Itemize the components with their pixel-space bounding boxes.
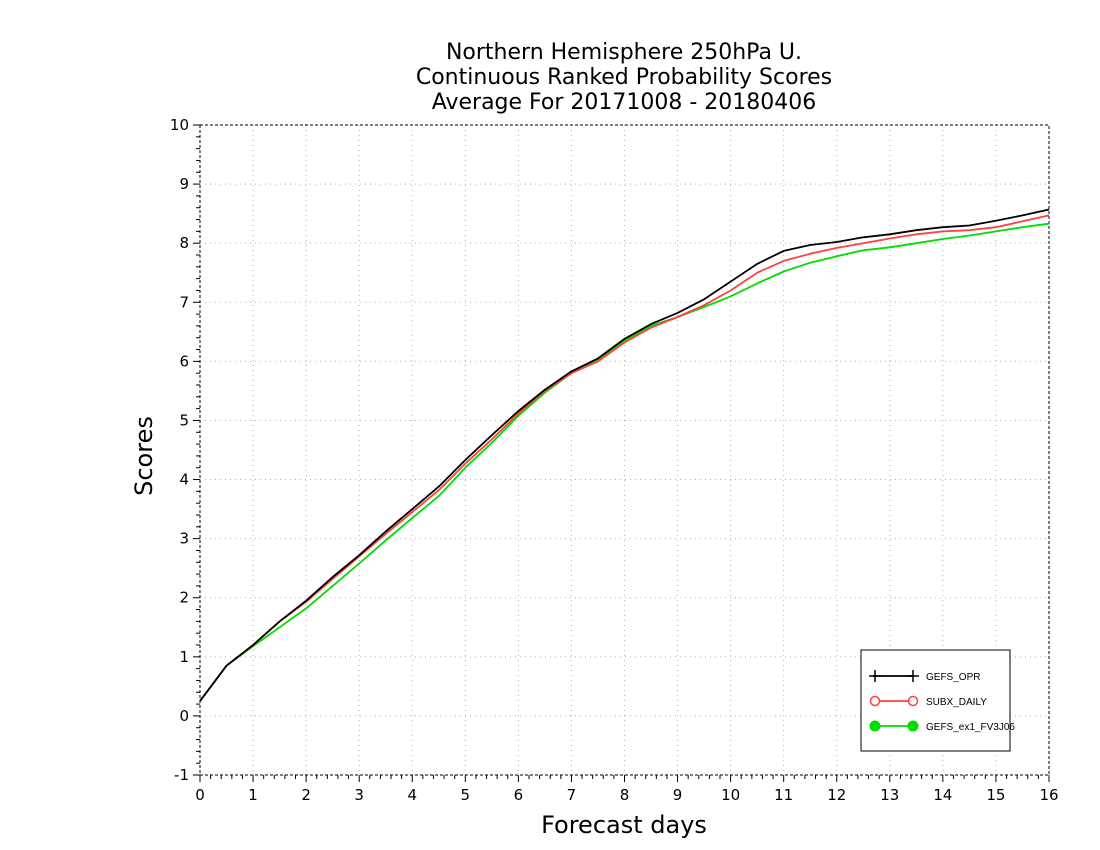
y-tick-label-8: 7 <box>179 293 189 311</box>
x-tick-label-14: 14 <box>933 786 952 804</box>
x-tick-label-4: 4 <box>407 786 417 804</box>
y-tick-label-6: 5 <box>179 411 189 429</box>
legend-marker-end-GEFS_OPR <box>907 670 919 682</box>
x-tick-label-1: 1 <box>248 786 258 804</box>
y-tick-label-2: 1 <box>179 648 189 666</box>
legend-label-GEFS_ex1_FV3J06: GEFS_ex1_FV3J06 <box>926 722 1015 733</box>
x-tick-label-12: 12 <box>827 786 846 804</box>
x-tick-label-5: 5 <box>461 786 471 804</box>
y-tick-label-1: 0 <box>179 707 189 725</box>
y-tick-label-10: 9 <box>179 175 189 193</box>
y-axis-label: Scores <box>130 416 158 496</box>
x-axis-label: Forecast days <box>541 811 707 839</box>
y-tick-label-3: 2 <box>179 589 189 607</box>
x-tick-label-13: 13 <box>880 786 899 804</box>
x-tick-label-16: 16 <box>1039 786 1058 804</box>
y-tick-label-9: 8 <box>179 234 189 252</box>
x-tick-label-11: 11 <box>774 786 793 804</box>
y-tick-label-0: -1 <box>174 766 189 784</box>
legend-marker-start-GEFS_OPR <box>869 670 881 682</box>
legend-marker-end-SUBX_DAILY <box>907 695 919 707</box>
x-tick-label-10: 10 <box>721 786 740 804</box>
series-line-GEFS_OPR <box>199 208 1050 702</box>
legend-label-SUBX_DAILY: SUBX_DAILY <box>926 697 987 708</box>
series-line-GEFS_ex1_FV3J06 <box>199 222 1050 702</box>
y-tick-label-4: 3 <box>179 530 189 548</box>
chart-title-line-2: Continuous Ranked Probability Scores <box>416 65 832 90</box>
series-layer <box>199 208 1050 702</box>
y-tick-label-5: 4 <box>179 471 189 489</box>
series-line-SUBX_DAILY <box>199 214 1050 702</box>
legend-marker-start-SUBX_DAILY <box>869 695 881 707</box>
y-tick-label-11: 10 <box>170 116 189 134</box>
legend: GEFS_OPR SUBX_DAILY GEFS_ex1_FV3J06 <box>860 649 1015 752</box>
x-tick-label-15: 15 <box>986 786 1005 804</box>
legend-label-GEFS_OPR: GEFS_OPR <box>926 672 980 683</box>
x-tick-label-3: 3 <box>354 786 364 804</box>
plot-border <box>199 124 1050 776</box>
y-axis: -1 0 1 2 3 4 5 6 7 8 9 10 <box>170 116 200 784</box>
legend-marker-start-GEFS_ex1_FV3J06 <box>869 720 881 732</box>
plot-frame <box>199 124 1050 776</box>
x-tick-label-6: 6 <box>514 786 524 804</box>
x-tick-label-7: 7 <box>567 786 577 804</box>
legend-marker-end-GEFS_ex1_FV3J06 <box>907 720 919 732</box>
y-tick-label-7: 6 <box>179 352 189 370</box>
x-tick-label-9: 9 <box>673 786 683 804</box>
gridlines <box>200 125 1049 775</box>
x-tick-label-0: 0 <box>195 786 205 804</box>
x-tick-label-2: 2 <box>301 786 311 804</box>
chart-title-line-3: Average For 20171008 - 20180406 <box>432 90 817 115</box>
chart-title-line-1: Northern Hemisphere 250hPa U. <box>446 40 802 65</box>
x-tick-label-8: 8 <box>620 786 630 804</box>
x-axis: 0 1 2 3 4 5 6 7 8 9 10 11 12 13 14 15 16 <box>195 775 1059 804</box>
